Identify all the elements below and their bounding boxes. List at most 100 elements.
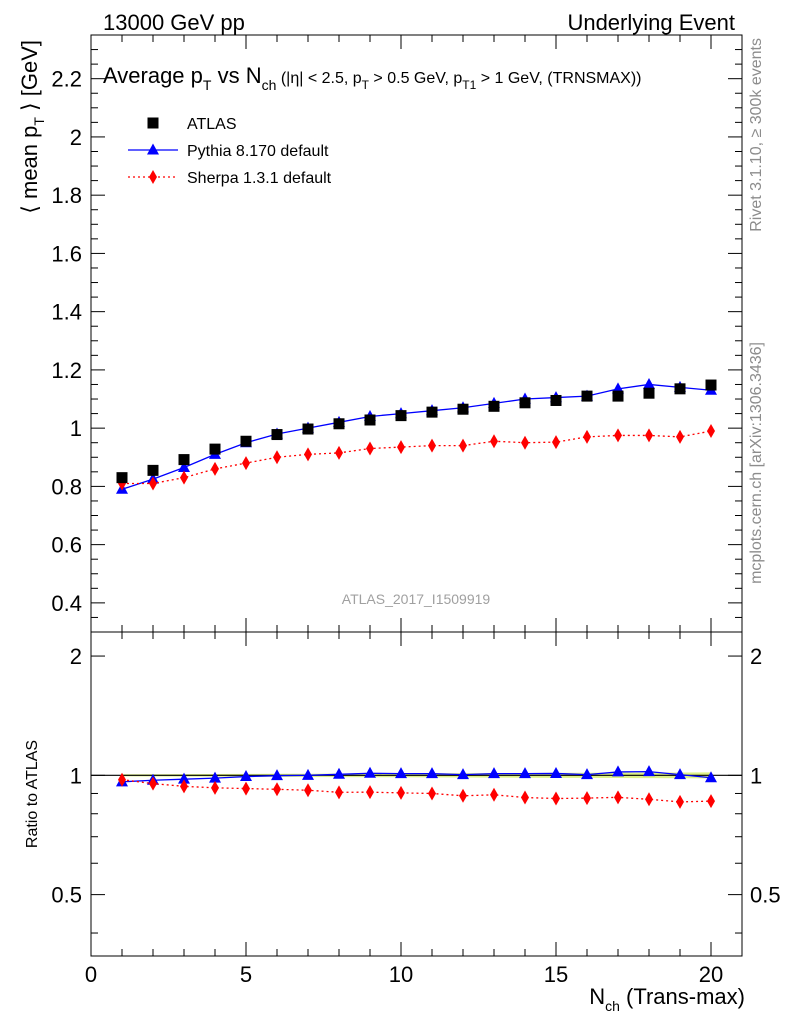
ratio-point (118, 772, 126, 787)
ratio-point (304, 783, 312, 798)
ratio-point (178, 772, 190, 784)
x-tick-label: 5 (240, 962, 252, 987)
ratio-point (457, 768, 469, 780)
data-point (707, 424, 715, 439)
ratio-point (550, 766, 562, 778)
ratio-point (333, 767, 345, 779)
ratio-point (674, 768, 686, 780)
ratio-point (395, 767, 407, 779)
plot-title: Average pT vs Nch (|η| < 2.5, pT > 0.5 G… (103, 63, 642, 93)
ratio-point (149, 776, 157, 791)
legend-marker-atlas (147, 117, 159, 129)
title-cuts-c: > 1 GeV, (TRNSMAX)) (476, 70, 641, 87)
data-point (519, 397, 531, 409)
data-point (521, 435, 529, 450)
ratio-y-tick-label: 1 (70, 763, 82, 788)
data-point (674, 383, 686, 395)
legend-label-sherpa-1-3-1-default: Sherpa 1.3.1 default (187, 170, 332, 187)
x-axis-label-a: N (589, 984, 605, 1009)
title-cuts-b-sub: T1 (462, 78, 476, 92)
title-main-sub: T (203, 77, 212, 93)
data-point (676, 429, 684, 444)
mcplots-label: mcplots.cern.ch [arXiv:1306.3436] (748, 342, 765, 584)
ratio-point (209, 771, 221, 783)
data-point (459, 438, 467, 453)
data-point (583, 429, 591, 444)
title-cuts-a: (|η| < 2.5, p (276, 70, 361, 87)
series-line-ratio (121, 770, 712, 783)
ratio-point (643, 765, 655, 777)
ratio-y-tick-label: 2 (70, 644, 82, 669)
ratio-point (273, 782, 281, 797)
y-tick-label: 1 (70, 416, 82, 441)
ratio-point (364, 766, 376, 778)
y-axis-label: ⟨ mean pT ⟩ [GeV] (17, 40, 47, 214)
ratio-point (612, 765, 624, 777)
title-vs: vs N (211, 63, 261, 88)
y-tick-label: 0.4 (51, 591, 82, 616)
data-point (428, 438, 436, 453)
data-point (333, 418, 345, 430)
x-axis-label: Nch (Trans-max) (589, 984, 745, 1014)
analysis-id-label: ATLAS_2017_I1509919 (342, 591, 491, 607)
y-tick-label: 1.8 (51, 183, 82, 208)
data-point (705, 379, 717, 391)
x-axis-label-b: (Trans-max) (620, 984, 745, 1009)
ratio-point (302, 768, 314, 780)
header-collision-label: 13000 GeV pp (103, 10, 245, 35)
data-point (457, 403, 469, 415)
data-point (271, 429, 283, 441)
data-point (612, 390, 624, 402)
legend-marker-pythia-8-170-default (147, 143, 159, 155)
data-point (366, 441, 374, 456)
ratio-point (490, 787, 498, 802)
legend-marker-sherpa-1-3-1-default (149, 170, 157, 184)
title-main: Average p (103, 63, 203, 88)
ratio-point (366, 785, 374, 800)
ratio-point (428, 786, 436, 801)
header-process-label: Underlying Event (567, 10, 735, 35)
x-tick-label: 15 (544, 962, 568, 987)
y-tick-label: 1.2 (51, 358, 82, 383)
data-point (147, 464, 159, 476)
ratio-y-tick-label-right: 0.5 (750, 883, 781, 908)
series-pythia-8-170-default (116, 377, 717, 787)
y-axis-label-sub: T (31, 117, 47, 126)
ratio-point (583, 791, 591, 806)
data-point (304, 447, 312, 462)
legend-label-pythia-8-170-default: Pythia 8.170 default (187, 143, 329, 160)
x-tick-label: 10 (389, 962, 413, 987)
data-point (612, 382, 624, 394)
series-sherpa-1-3-1-default (118, 424, 715, 809)
y-axis-label-a: ⟨ mean p (17, 126, 42, 214)
data-point (116, 472, 128, 484)
ratio-point (705, 771, 717, 783)
legend: ATLAS Pythia 8.170 default Sherpa 1.3.1 de… (128, 116, 332, 187)
ratio-point (397, 785, 405, 800)
ratio-point (521, 790, 529, 805)
ratio-point (426, 767, 438, 779)
ratio-point (614, 790, 622, 805)
data-point (426, 406, 438, 418)
x-axis-label-sub: ch (605, 998, 620, 1014)
ratio-y-tick-label: 0.5 (51, 883, 82, 908)
title-vs-sub: ch (262, 77, 277, 93)
data-point (180, 470, 188, 485)
y-tick-label: 2.2 (51, 67, 82, 92)
ratio-point (211, 780, 219, 795)
title-cuts-a-sub: T (362, 78, 370, 92)
rivet-label: Rivet 3.1.10, ≥ 300k events (748, 38, 765, 232)
ratio-panel-frame (90, 631, 743, 957)
x-tick-label: 20 (699, 962, 723, 987)
ratio-point (676, 794, 684, 809)
y-tick-label: 1.6 (51, 241, 82, 266)
data-point (395, 410, 407, 422)
data-point (242, 456, 250, 471)
data-point (149, 476, 157, 491)
ratio-point (180, 779, 188, 794)
y-tick-label: 0.6 (51, 533, 82, 558)
data-point (178, 454, 190, 466)
ratio-y-tick-label-right: 1 (750, 763, 762, 788)
data-point (364, 414, 376, 426)
